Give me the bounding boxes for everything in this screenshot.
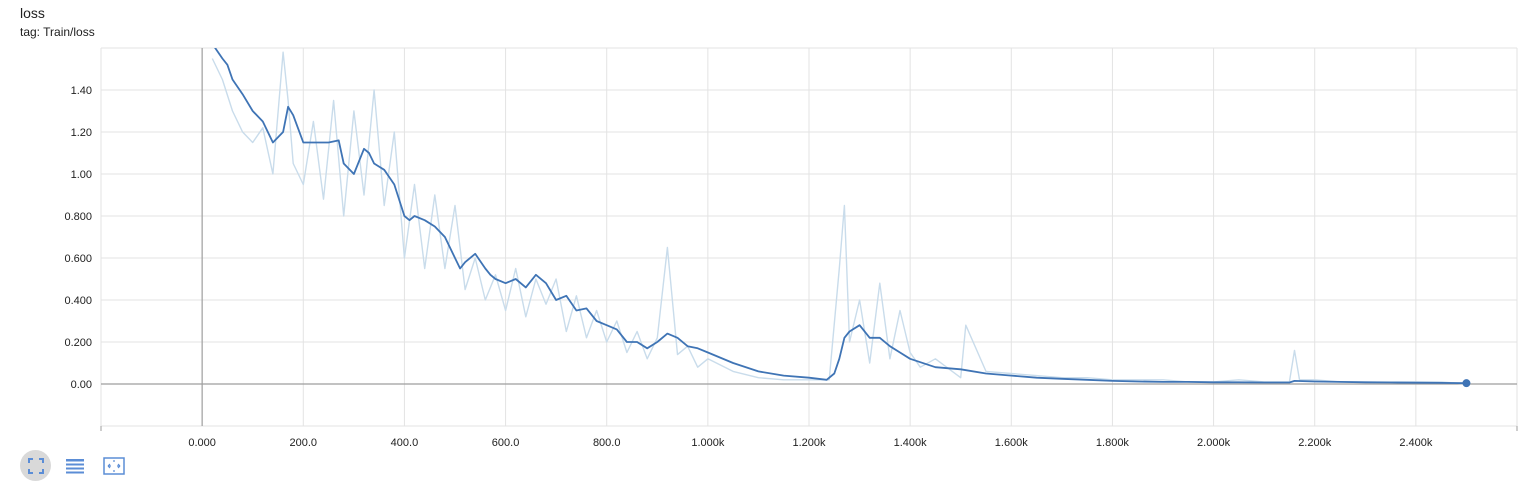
chart-tag: tag: Train/loss [20,25,95,39]
x-tick-label: 1.800k [1096,437,1130,449]
x-tick-label: 2.000k [1197,437,1231,449]
x-tick-label: 2.200k [1298,437,1332,449]
fit-to-data-button[interactable] [98,450,129,481]
x-tick-label: 1.600k [995,437,1029,449]
x-tick-label: 200.0 [290,437,318,449]
x-tick-label: 0.000 [188,437,216,449]
list-icon [65,457,85,475]
y-tick-label: 0.00 [71,379,92,391]
y-tick-label: 0.200 [64,337,92,349]
series [211,48,1471,388]
y-tick-label: 0.400 [64,295,92,307]
fit-domain-button[interactable] [20,450,51,481]
last-point-marker [1462,379,1471,388]
expand-icon [27,457,45,475]
raw-series-line [211,51,1467,385]
y-tick-label: 0.800 [64,211,92,223]
x-tick-label: 1.200k [792,437,826,449]
x-tick-label: 1.000k [691,437,725,449]
fit-icon [102,456,125,475]
grid [100,47,1518,431]
x-tick-label: 800.0 [593,437,621,449]
x-tick-label: 2.400k [1399,437,1433,449]
y-tick-label: 1.20 [71,127,92,139]
axes [101,48,1517,426]
toggle-y-log-button[interactable] [59,450,90,481]
chart-title: loss [20,5,45,21]
x-tick-label: 400.0 [391,437,419,449]
chart-toolbar [20,450,129,481]
tick-labels: 0.000 200.0 400.0 600.0 800.0 1.000k 1.200k 1.4… [64,85,1432,449]
y-tick-label: 1.40 [71,85,92,97]
x-tick-label: 600.0 [492,437,520,449]
x-tick-label: 1.400k [894,437,928,449]
y-tick-label: 0.600 [64,253,92,265]
smoothed-series-line [214,48,1467,385]
y-tick-label: 1.00 [71,169,92,181]
